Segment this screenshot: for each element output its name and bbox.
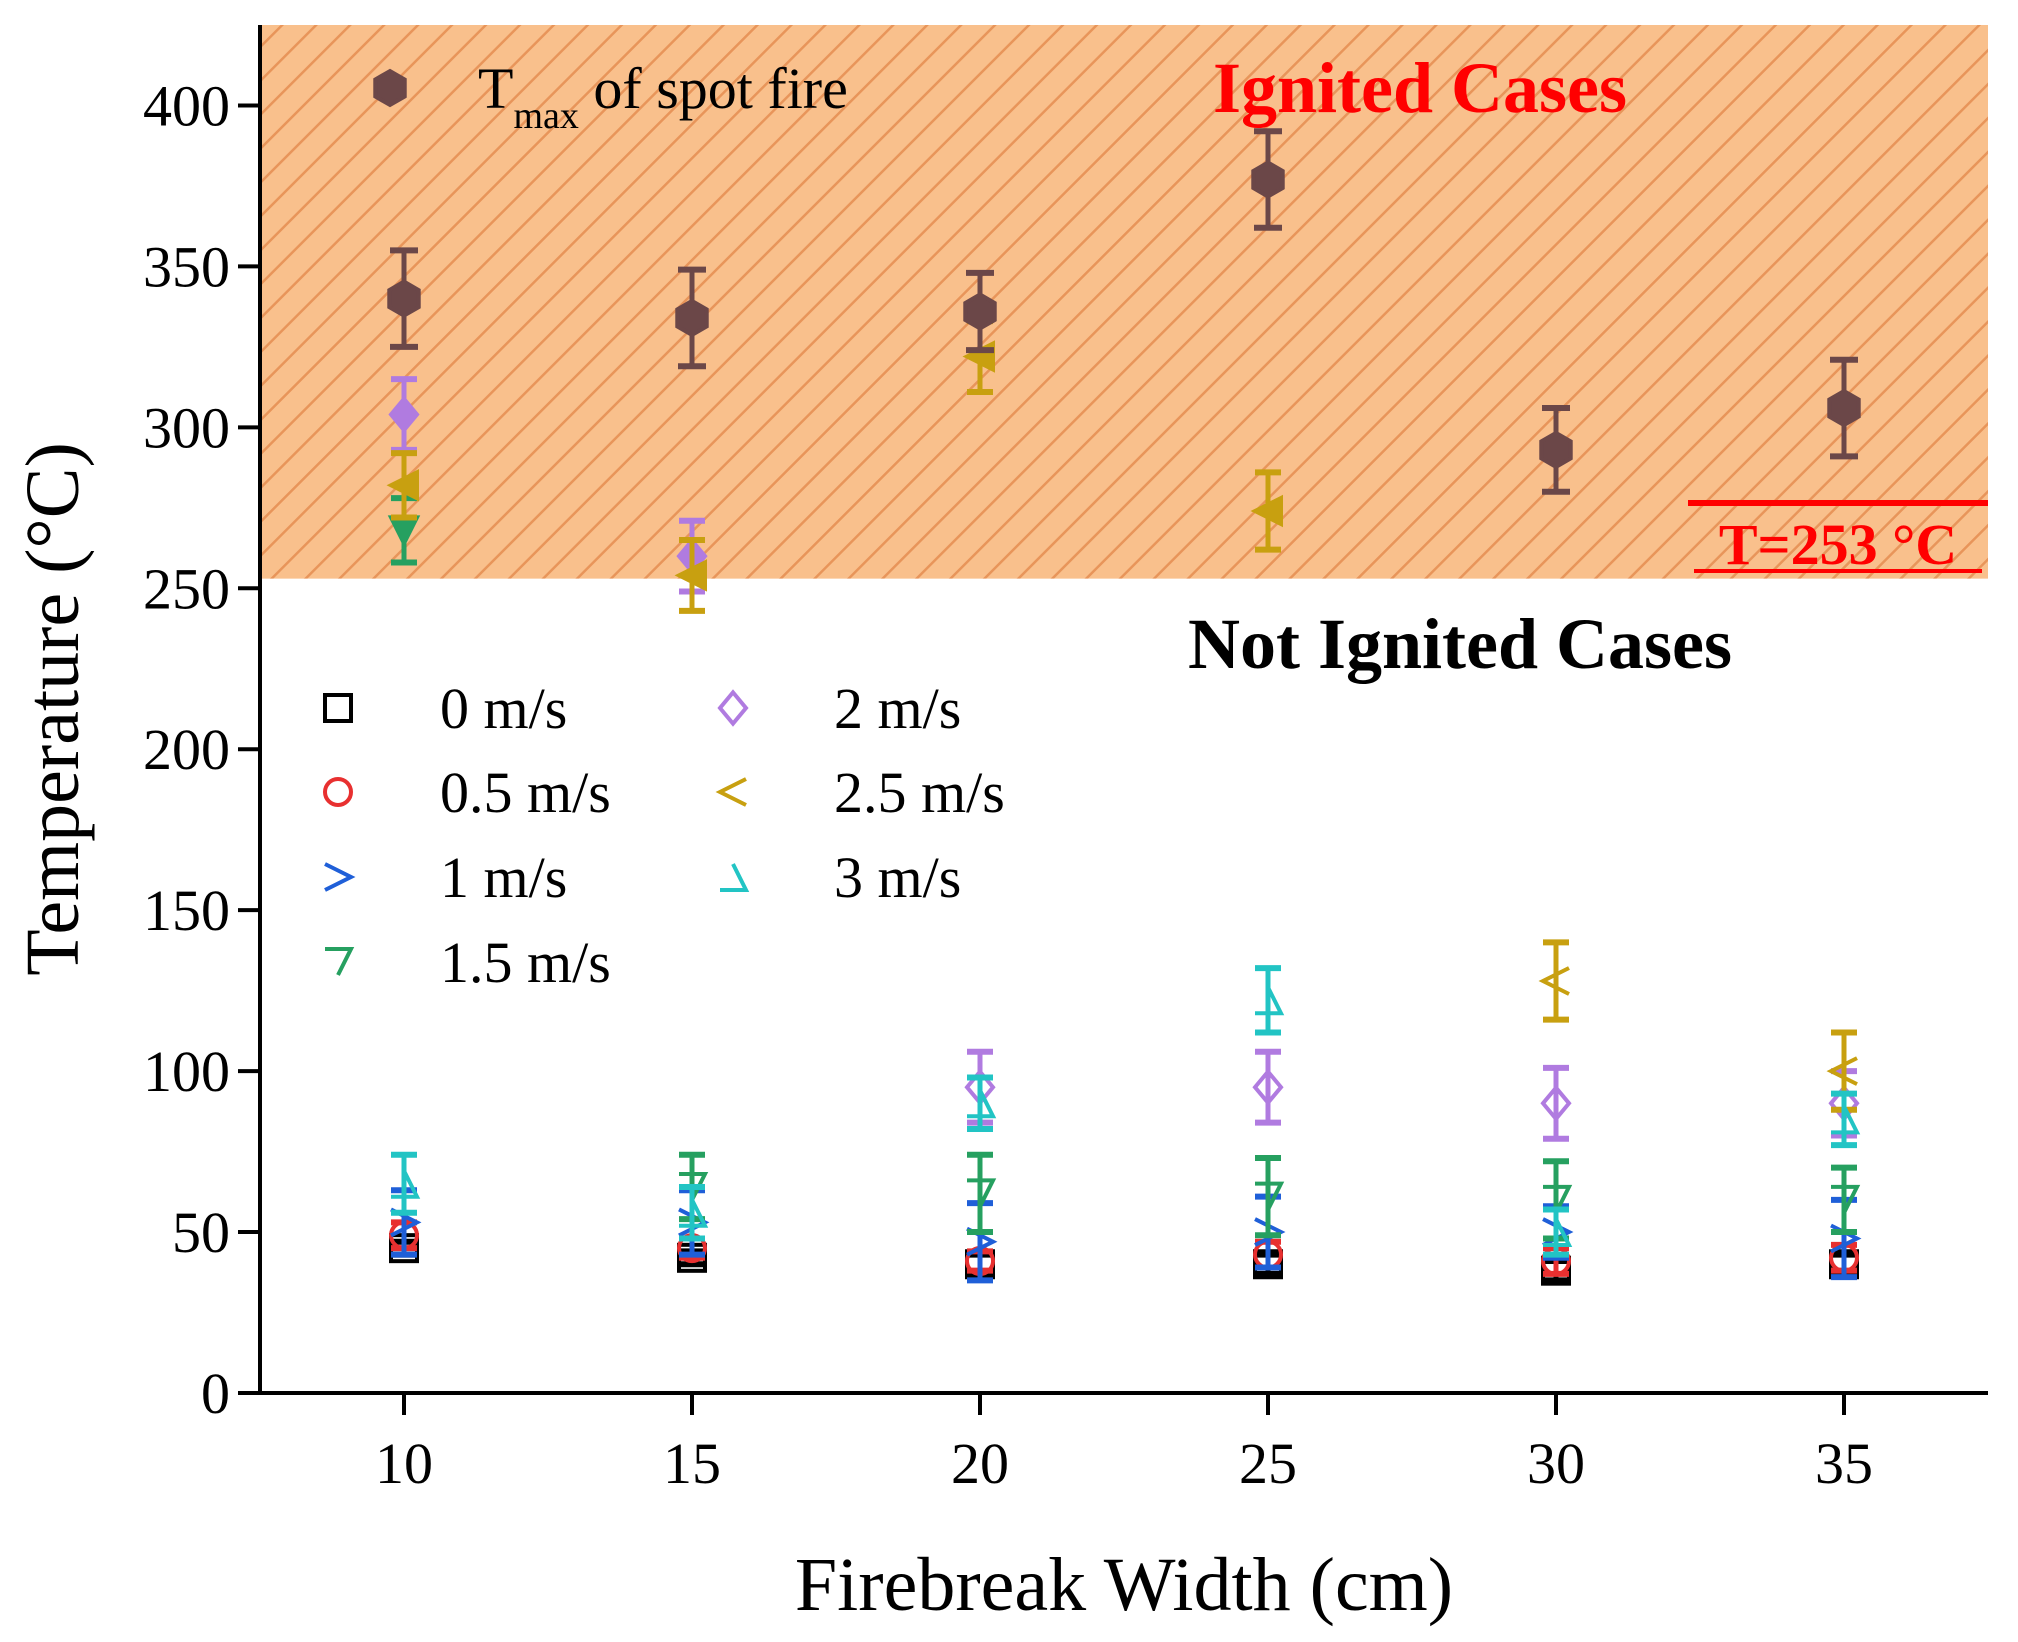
x-tick-label: 15: [663, 1431, 721, 1496]
x-tick-label: 35: [1815, 1431, 1873, 1496]
ignited-region: [260, 25, 1988, 579]
legend-marker: [720, 863, 750, 892]
legend-marker: [325, 947, 355, 976]
data-point: [1543, 1218, 1573, 1248]
y-tick-label: 0: [201, 1361, 230, 1426]
data-point: [388, 395, 420, 434]
data-point: [675, 298, 709, 338]
data-point: [1540, 1084, 1572, 1123]
ignited-cases-label: Ignited Cases: [1213, 48, 1627, 128]
y-axis-title: Temperature (°C): [11, 442, 95, 976]
data-point: [1827, 388, 1861, 428]
legend-label: 1.5 m/s: [440, 930, 611, 995]
data-point: [1254, 1217, 1286, 1247]
legend-label: 0 m/s: [440, 676, 567, 741]
data-point: [1255, 986, 1285, 1016]
data-point: [1831, 1184, 1861, 1214]
y-tick-label: 50: [172, 1200, 230, 1265]
legend-label: 2 m/s: [834, 676, 961, 741]
y-tick-label: 400: [143, 73, 230, 138]
data-point: [679, 1198, 709, 1228]
legend-tmax-sub: max: [513, 95, 578, 137]
data-point: [674, 559, 707, 592]
legend-marker: [715, 777, 747, 807]
threshold-label: T=253 °C: [1719, 512, 1957, 577]
y-tick-label: 350: [143, 234, 230, 299]
data-point: [1831, 1105, 1861, 1135]
data-point: [386, 469, 419, 502]
y-tick-label: 150: [143, 878, 230, 943]
data-marks: [386, 128, 1862, 1286]
y-tick-label: 200: [143, 717, 230, 782]
x-tick-label: 10: [375, 1431, 433, 1496]
x-axis-title: Firebreak Width (cm): [795, 1543, 1453, 1627]
legend-marker: [324, 862, 356, 892]
x-tick-label: 25: [1239, 1431, 1297, 1496]
data-point: [387, 279, 421, 318]
y-tick-label: 100: [143, 1039, 230, 1104]
series-tmax-of-spot-fire: [387, 128, 1861, 495]
data-point: [679, 1171, 709, 1201]
legend-tmax-main: T: [478, 56, 513, 121]
data-point: [1539, 430, 1573, 470]
legend-marker: [717, 689, 749, 727]
series-1-5-m-s: [387, 495, 1861, 1242]
x-tick-label: 30: [1527, 1431, 1585, 1496]
data-point: [391, 1169, 421, 1199]
data-point: [1543, 1184, 1573, 1214]
data-point: [1826, 1056, 1858, 1086]
legend-marker-tmax: [373, 68, 407, 108]
series-1-m-s: [390, 1187, 1862, 1284]
legend-label: 3 m/s: [834, 845, 961, 910]
series-3-m-s: [391, 965, 1861, 1258]
data-point: [1250, 494, 1283, 528]
data-point: [967, 1178, 997, 1208]
y-tick-label: 300: [143, 395, 230, 460]
x-tick-label: 20: [951, 1431, 1009, 1496]
y-tick-label: 250: [143, 556, 230, 621]
legend-label: 0.5 m/s: [440, 760, 611, 825]
data-point: [963, 292, 997, 331]
legend-marker: [323, 693, 353, 723]
data-point: [967, 1089, 997, 1119]
legend-label: 1 m/s: [440, 845, 567, 910]
data-point: [1538, 966, 1570, 996]
data-point: [1252, 1068, 1284, 1106]
data-point: [1251, 160, 1285, 199]
legend: Tmax of spot fire 0 m/s 0.5 m/s 1 m/s 1.5 m/…: [323, 56, 1005, 995]
not-ignited-cases-label: Not Ignited Cases: [1188, 604, 1732, 684]
series-0-m-s: [389, 1233, 1859, 1286]
data-point: [1255, 1181, 1285, 1211]
legend-marker: [323, 777, 353, 807]
legend-label: 2.5 m/s: [834, 760, 1005, 825]
legend-label-tmax: Tmax of spot fire: [478, 56, 848, 137]
legend-tmax-rest: of spot fire: [579, 56, 848, 121]
series-0-5-m-s: [389, 1219, 1859, 1277]
